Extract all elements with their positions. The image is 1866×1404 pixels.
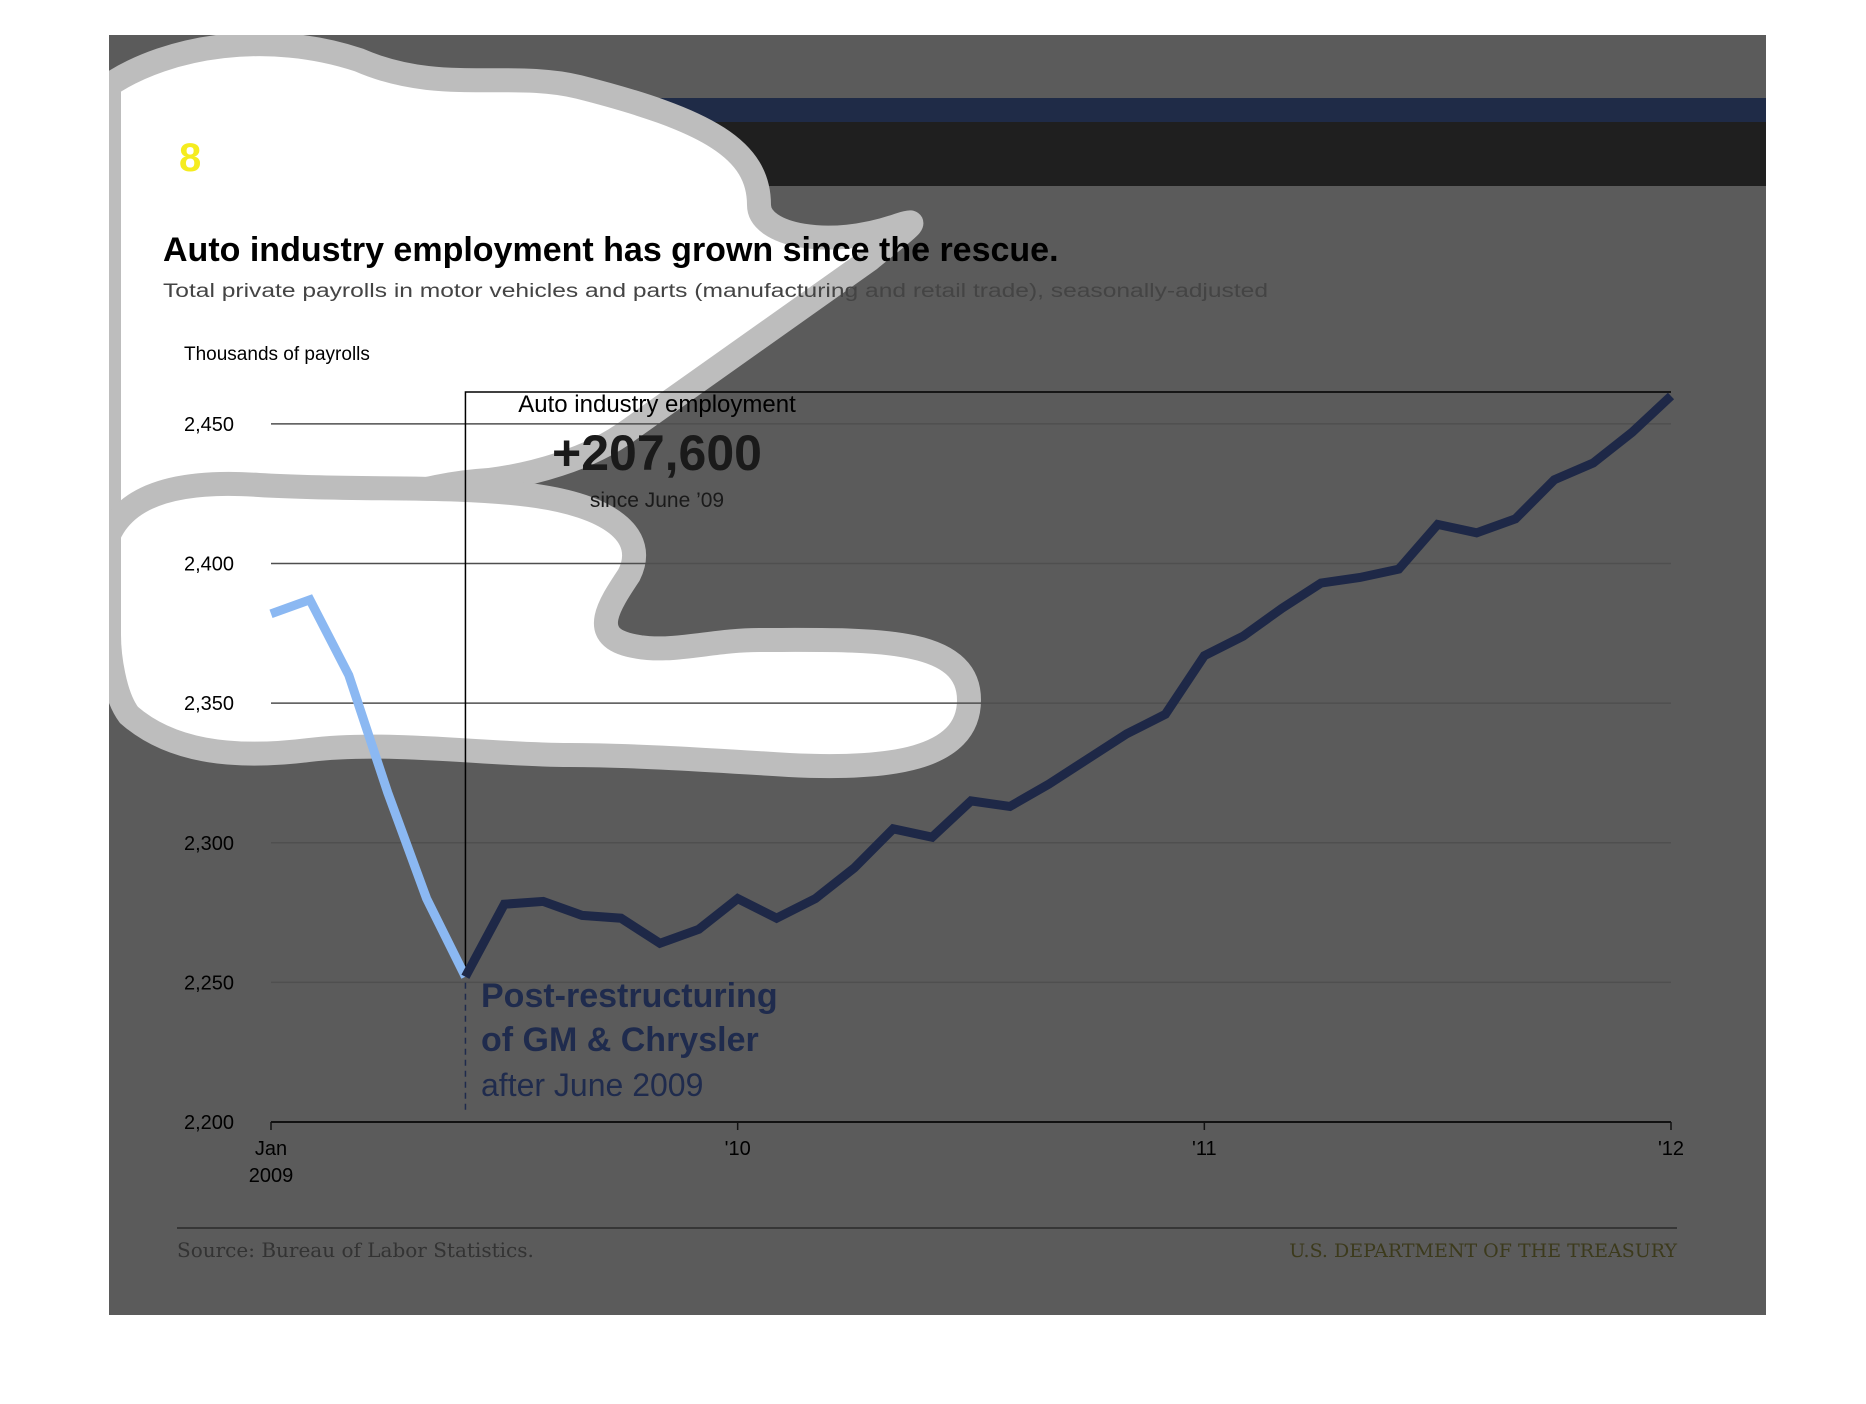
x-tick-sublabel: 2009 — [249, 1165, 294, 1187]
annotation-line-3: after June 2009 — [481, 1067, 703, 1103]
source-note: Source: Bureau of Labor Statistics. — [177, 1238, 534, 1262]
x-tick-label: '12 — [1658, 1138, 1684, 1160]
callout-since: since June ’09 — [590, 489, 724, 512]
slide-canvas: Crisis Response 8 The Auto Industry Auto… — [109, 35, 1766, 1262]
callout-label: Auto industry employment — [518, 391, 796, 418]
headline: Auto industry employment has grown since… — [163, 231, 1059, 269]
x-tick-label: '10 — [725, 1138, 751, 1160]
y-tick-label: 2,450 — [184, 414, 234, 436]
section-number: 8 — [179, 136, 201, 180]
subtitle: Total private payrolls in motor vehicles… — [163, 281, 1268, 302]
agency-name: U.S. DEPARTMENT OF THE TREASURY — [1289, 1240, 1677, 1262]
y-tick-label: 2,300 — [184, 833, 234, 855]
section-label: Crisis Response — [179, 104, 304, 121]
series-line-1 — [269, 594, 470, 979]
y-tick-label: 2,400 — [184, 554, 234, 576]
y-axis: 2,200 2,250 2,300 2,350 2,400 2,450 — [184, 414, 234, 1134]
callout-value: +207,600 — [552, 425, 762, 481]
overlay-blob — [109, 35, 981, 779]
y-tick-label: 2,350 — [184, 693, 234, 715]
annotation-line-1: Post-restructuring — [481, 977, 778, 1015]
annotation-line-2: of GM & Chrysler — [481, 1021, 759, 1059]
y-axis-label: Thousands of payrolls — [184, 344, 370, 365]
y-tick-label: 2,250 — [184, 972, 234, 994]
page-title: The Auto Industry — [223, 135, 591, 181]
x-tick-label: '11 — [1192, 1138, 1217, 1160]
series-lines — [269, 392, 1675, 979]
x-tick-label: Jan — [255, 1138, 287, 1160]
y-tick-label: 2,200 — [184, 1112, 234, 1134]
gridlines — [271, 423, 1671, 984]
x-axis: Jan 2009 '10 '11 '12 — [249, 1121, 1684, 1187]
callout-box: Auto industry employment +207,600 since … — [464, 391, 1671, 971]
callout-frame — [464, 391, 1671, 971]
series-line-2 — [461, 392, 1675, 979]
slide: Crisis Response 8 The Auto Industry Auto… — [109, 35, 1766, 1315]
